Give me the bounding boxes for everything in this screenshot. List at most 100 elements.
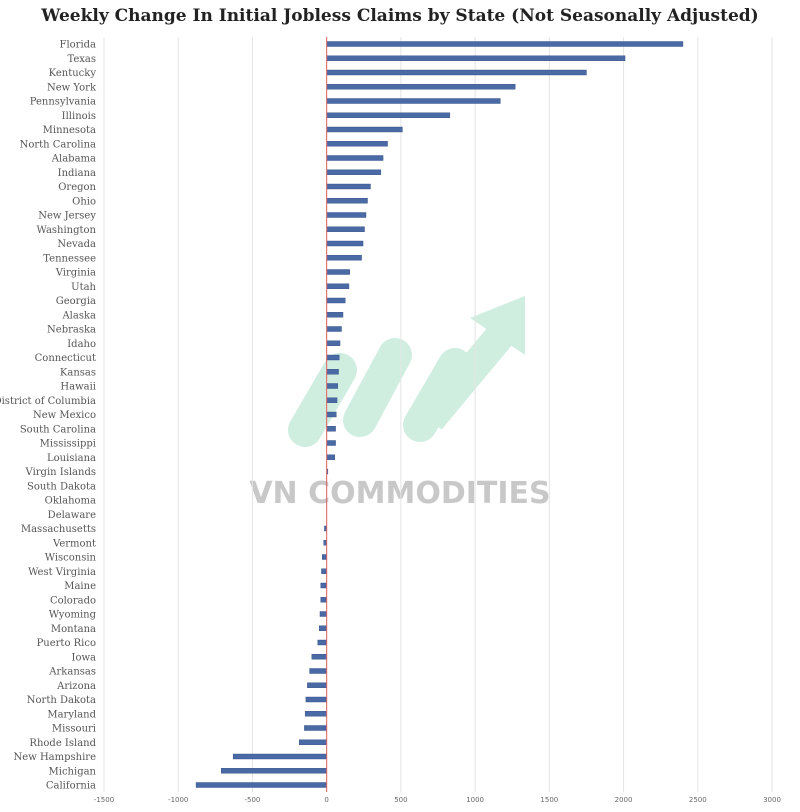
x-tick-label: -1500 [94, 796, 114, 804]
x-tick-label: 0 [324, 796, 328, 804]
x-tick-label: 500 [394, 796, 407, 804]
category-label: Montana [51, 624, 96, 635]
category-label: South Carolina [20, 424, 96, 435]
x-tick-label: 1000 [466, 796, 484, 804]
bar-new-hampshire [232, 753, 327, 760]
category-label: Indiana [58, 168, 96, 179]
category-label: Massachusetts [21, 524, 96, 535]
bar-alabama [326, 155, 384, 161]
category-label: New Mexico [33, 410, 96, 421]
bar-new-jersey [326, 212, 367, 218]
category-label: Connecticut [35, 353, 96, 364]
category-label: West Virginia [28, 567, 96, 578]
bar-montana [319, 625, 327, 631]
category-label: Missouri [52, 724, 96, 735]
category-label: Iowa [72, 652, 97, 663]
category-labels: Florida Texas Kentucky New York Pennsylvania… [0, 40, 97, 792]
bar-wyoming [319, 611, 327, 617]
category-label: Puerto Rico [37, 638, 96, 649]
category-label: Utah [71, 282, 96, 293]
bar-washington [326, 226, 365, 232]
category-label: Vermont [52, 538, 96, 549]
bar-georgia [326, 297, 346, 304]
category-label: Delaware [48, 510, 96, 521]
category-label: California [46, 781, 96, 792]
category-label: Washington [37, 225, 97, 236]
category-label: Arkansas [48, 667, 96, 678]
category-label: Arizona [56, 681, 96, 692]
category-label: North Carolina [20, 139, 96, 150]
category-label: Wisconsin [45, 553, 97, 564]
category-label: South Dakota [27, 481, 96, 492]
chart-title: Weekly Change In Initial Jobless Claims … [41, 6, 759, 26]
category-label: Michigan [49, 766, 97, 777]
bar-tennessee [326, 255, 362, 261]
category-label: Ohio [72, 196, 96, 207]
watermark-arrow-shaft [418, 320, 517, 430]
category-label: Virgin Islands [25, 467, 96, 478]
watermark-stroke [288, 353, 357, 447]
bar-west-virginia [321, 568, 327, 574]
category-label: Kentucky [49, 68, 97, 79]
watermark: VN COMMODITIES [249, 296, 551, 511]
bar-kentucky [326, 69, 587, 76]
category-label: Georgia [56, 296, 96, 307]
category-label: District of Columbia [0, 396, 96, 407]
x-tick-label: 2000 [615, 796, 633, 804]
bar-nebraska [326, 326, 342, 332]
bar-illinois [326, 112, 451, 118]
bar-california [195, 782, 327, 788]
bar-louisiana [326, 454, 336, 460]
category-label: Illinois [62, 111, 96, 122]
x-axis-tick-labels: -1500 -1000 -500 0 500 1000 1500 2000 2500 3000 [94, 796, 781, 804]
bar-pennsylvania [326, 98, 501, 104]
category-label: Alabama [51, 154, 96, 165]
bar-ohio [326, 198, 368, 204]
bar-nevada [326, 240, 364, 247]
category-label: Texas [67, 54, 96, 65]
x-tick-label: -1000 [168, 796, 188, 804]
category-label: Florida [60, 40, 97, 51]
category-label: Alaska [61, 310, 96, 321]
bar-wisconsin [322, 554, 327, 560]
category-label: Nebraska [47, 325, 96, 336]
category-label: New York [47, 82, 97, 93]
x-tick-label: -500 [244, 796, 260, 804]
category-label: Pennsylvania [30, 97, 96, 108]
category-label: Maine [64, 581, 96, 592]
bar-virginia [326, 269, 350, 275]
bar-minnesota [326, 126, 403, 133]
category-label: Oregon [58, 182, 96, 193]
bar-arkansas [309, 668, 327, 674]
category-label: Hawaii [60, 382, 96, 393]
bar-district-of-columbia [326, 397, 338, 403]
bar-florida [326, 41, 684, 47]
bar-texas [326, 55, 626, 61]
bar-missouri [304, 725, 327, 731]
watermark-stroke [343, 338, 412, 437]
category-label: Kansas [60, 367, 96, 378]
bar-alaska [326, 312, 344, 318]
bar-mississippi [326, 440, 336, 446]
bar-maine [320, 582, 327, 589]
category-label: Oklahoma [45, 496, 96, 507]
category-label: North Dakota [27, 695, 96, 706]
x-tick-label: 3000 [763, 796, 781, 804]
category-label: Louisiana [47, 453, 96, 464]
category-label: Nevada [57, 239, 96, 250]
bar-iowa [311, 654, 327, 660]
watermark-text: VN COMMODITIES [249, 476, 550, 511]
bar-connecticut [326, 354, 340, 361]
bar-arizona [307, 682, 327, 688]
bar-indiana [326, 169, 382, 175]
bar-new-mexico [326, 411, 337, 418]
category-label: New Jersey [38, 211, 96, 222]
category-label: Wyoming [49, 610, 97, 621]
bar-utah [326, 283, 350, 289]
bar-puerto-rico [317, 639, 327, 646]
bar-kansas [326, 369, 339, 375]
bar-new-york [326, 84, 516, 90]
x-tick-label: 1500 [540, 796, 558, 804]
watermark-logo [288, 296, 525, 447]
